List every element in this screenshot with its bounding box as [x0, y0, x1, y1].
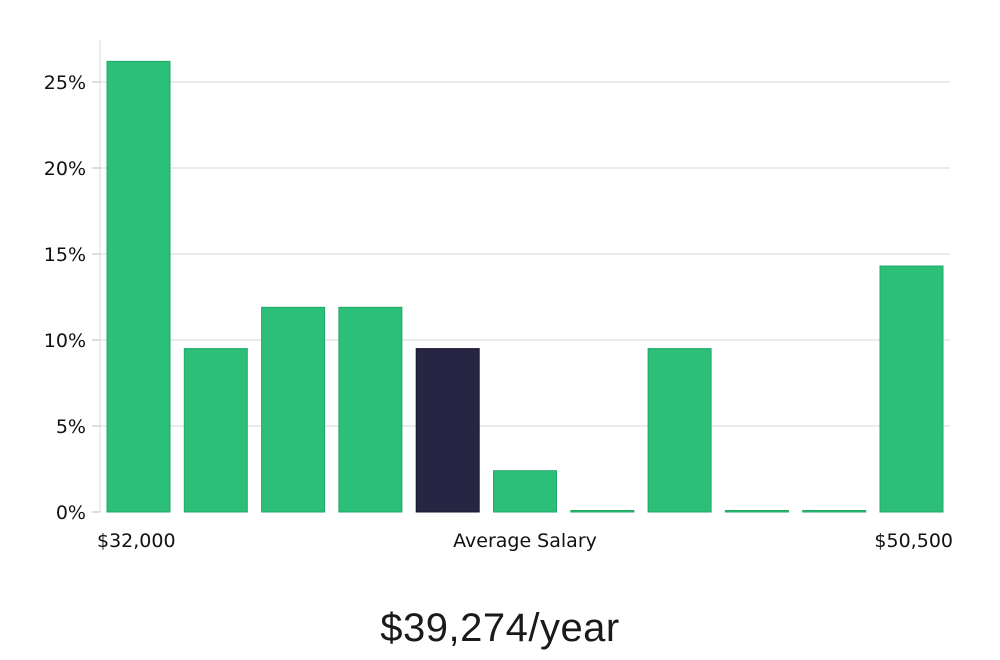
bar	[493, 470, 557, 513]
x-axis-label: Average Salary	[453, 530, 597, 552]
bar	[570, 510, 635, 513]
y-tick-labels: 0% 5% 10% 15% 20% 25%	[44, 72, 100, 524]
y-tick-label: 0%	[56, 502, 86, 524]
bar	[724, 510, 789, 513]
bar	[106, 60, 171, 513]
bar	[802, 510, 867, 513]
bar	[338, 306, 403, 513]
average-salary-value: $39,274/year	[380, 606, 620, 650]
bars	[106, 60, 944, 513]
y-tick-label: 20%	[44, 158, 86, 180]
y-tick-label: 15%	[44, 244, 86, 266]
bar	[261, 306, 326, 513]
gridlines	[100, 81, 950, 427]
bar	[647, 348, 712, 513]
y-tick-label: 5%	[56, 416, 86, 438]
bar	[183, 348, 248, 513]
x-start-label: $32,000	[97, 530, 176, 552]
bar-highlight	[415, 348, 480, 513]
y-tick-label: 25%	[44, 72, 86, 94]
x-end-label: $50,500	[874, 530, 953, 552]
y-tick-label: 10%	[44, 330, 86, 352]
salary-histogram: 0%5%10%15%20%25% $32,000 Average Salary …	[44, 40, 953, 552]
bar	[879, 265, 944, 513]
